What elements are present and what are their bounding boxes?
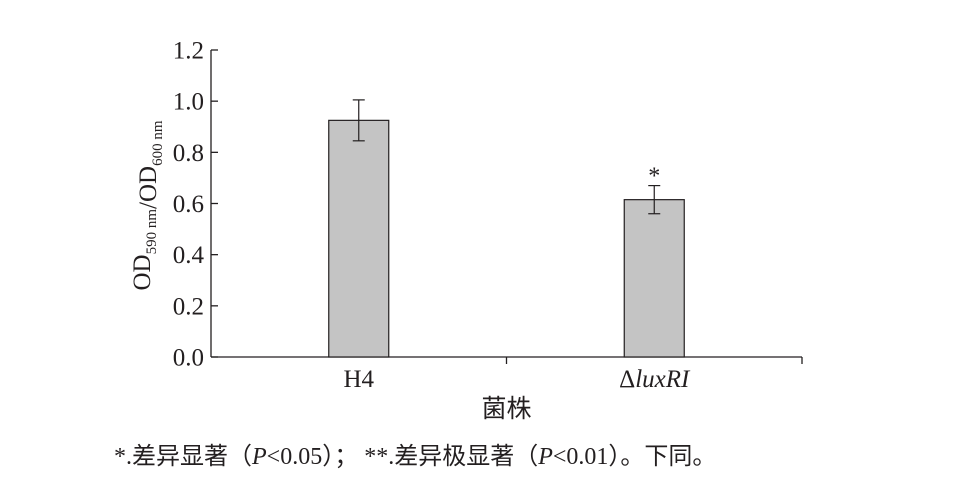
x-axis	[211, 356, 803, 364]
y-tick-label: 1.2	[173, 38, 204, 65]
footnote-part1: *.差异显著（	[114, 444, 252, 470]
footnote-p1: P	[252, 444, 267, 470]
error-bar	[648, 184, 661, 215]
error-bars	[352, 99, 661, 215]
x-axis-title: 菌株	[481, 395, 531, 423]
labels: H4 ΔluxRI * 菌株 OD590 nm/OD600 nm	[129, 120, 691, 423]
y-tick-label: 0.6	[173, 191, 204, 218]
footnote-part4: <0.01）。下同。	[552, 444, 717, 470]
y-tick-label: 1.0	[173, 89, 204, 116]
y-axis: 0.0 0.2 0.4 0.6 0.8 1.0 1.2	[173, 38, 218, 372]
y-tick-label: 0.2	[173, 293, 204, 320]
bars	[328, 119, 685, 358]
footnote-part2: <0.05）；	[266, 444, 359, 470]
y-tick-label: 0.4	[173, 242, 205, 269]
significance-mark: *	[648, 164, 660, 190]
x-category-label: ΔluxRI	[619, 366, 691, 393]
y-axis-title: OD590 nm/OD600 nm	[129, 120, 166, 290]
bar	[328, 119, 390, 358]
error-bar	[352, 99, 365, 142]
footnote: *.差异显著（P<0.05）； **.差异极显著（P<0.01）。下同。	[114, 436, 716, 471]
footnote-p2: P	[538, 444, 553, 470]
y-tick-label: 0.0	[173, 345, 204, 372]
y-tick-label: 0.8	[173, 140, 204, 167]
footnote-part3: **.差异极显著（	[364, 444, 539, 470]
bar	[623, 199, 685, 358]
x-category-label: H4	[343, 366, 374, 393]
